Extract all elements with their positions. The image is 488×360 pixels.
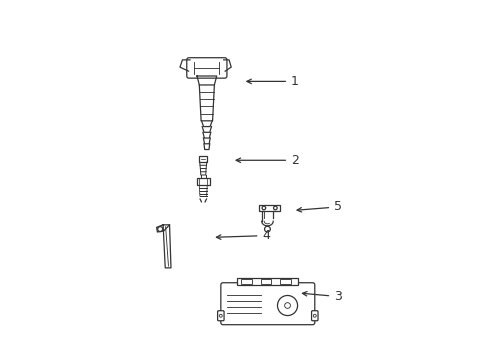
Polygon shape: [199, 162, 206, 165]
Bar: [196, 178, 209, 185]
Bar: [199, 156, 207, 162]
Polygon shape: [200, 165, 206, 168]
Polygon shape: [201, 121, 212, 127]
FancyBboxPatch shape: [217, 311, 224, 321]
FancyBboxPatch shape: [311, 311, 317, 321]
Text: 2: 2: [236, 154, 298, 167]
Bar: [241, 279, 251, 284]
Text: 4: 4: [216, 229, 270, 242]
Polygon shape: [201, 175, 205, 178]
Polygon shape: [199, 85, 214, 121]
Polygon shape: [156, 225, 169, 232]
Bar: [237, 278, 298, 285]
Polygon shape: [203, 132, 210, 138]
Text: 5: 5: [297, 201, 342, 213]
Polygon shape: [180, 60, 190, 71]
Text: 3: 3: [302, 290, 341, 303]
FancyBboxPatch shape: [186, 58, 226, 78]
Bar: [258, 205, 280, 211]
Bar: [280, 279, 290, 284]
Polygon shape: [223, 60, 231, 71]
Polygon shape: [203, 138, 210, 144]
Bar: [260, 279, 271, 284]
Polygon shape: [202, 127, 211, 132]
Polygon shape: [163, 225, 171, 268]
Text: 1: 1: [246, 75, 298, 88]
FancyBboxPatch shape: [221, 283, 314, 325]
Polygon shape: [200, 168, 206, 172]
Polygon shape: [200, 172, 205, 175]
Polygon shape: [203, 144, 209, 149]
Polygon shape: [197, 76, 216, 85]
